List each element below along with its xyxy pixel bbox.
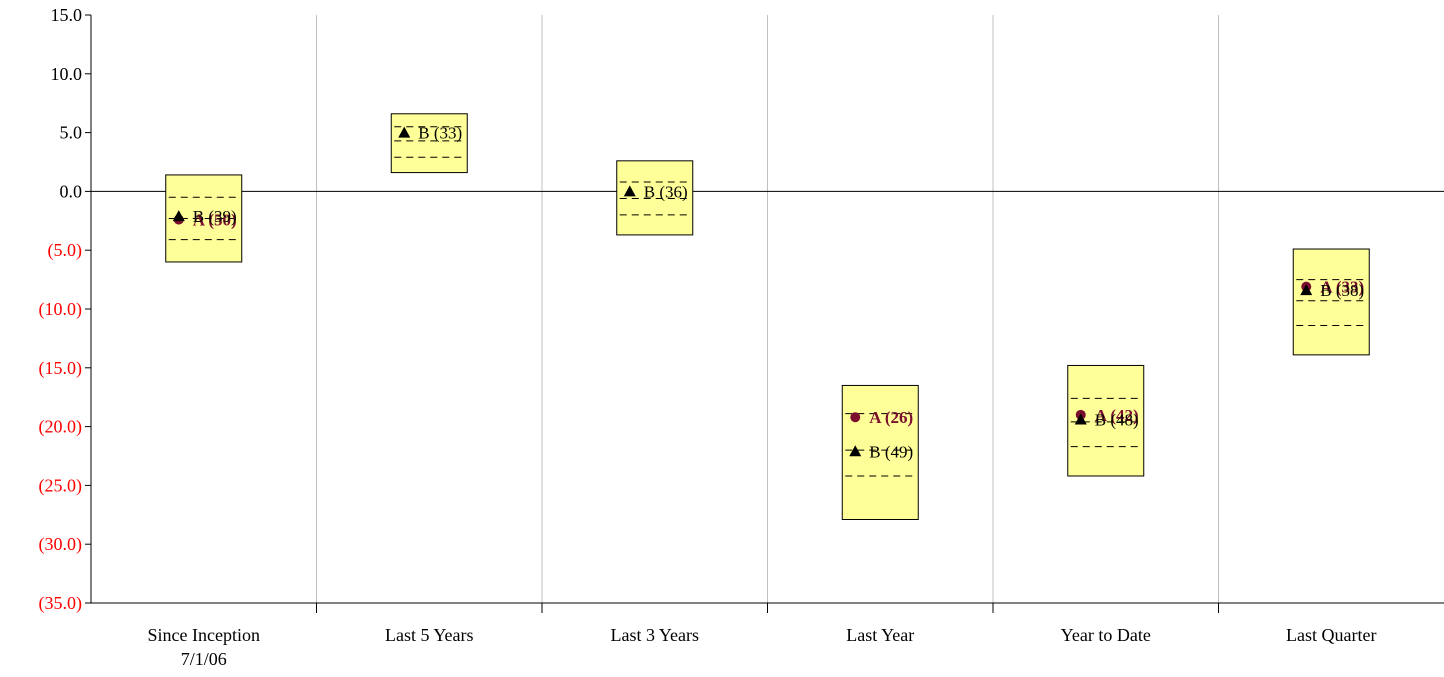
marker-point-b [1300, 284, 1313, 296]
marker-label-a: A (42) [1095, 406, 1139, 425]
marker-label-a: A (26) [869, 408, 913, 427]
category-label: Since Inception [148, 625, 260, 645]
y-tick-label: (35.0) [39, 593, 83, 614]
y-tick-label: (5.0) [48, 240, 83, 261]
marker-point-b [849, 445, 862, 457]
marker-label-b: B (39) [193, 207, 237, 226]
category-label: Last Year [846, 625, 914, 645]
marker-point-a [850, 412, 861, 423]
range-box [1292, 248, 1370, 356]
marker-point-b [398, 126, 411, 138]
category-label: Last 5 Years [385, 625, 474, 645]
range-box [616, 160, 694, 236]
marker-label-b: B (36) [644, 182, 688, 201]
marker-point-b [623, 185, 636, 197]
y-tick-label: (25.0) [39, 475, 83, 496]
y-tick-label: (30.0) [39, 534, 83, 555]
marker-label-b: B (48) [1095, 411, 1139, 430]
y-tick-label: (10.0) [39, 299, 83, 320]
category-label: 7/1/06 [181, 649, 227, 669]
y-tick-label: 15.0 [51, 5, 83, 25]
category-label: Last Quarter [1286, 625, 1376, 645]
marker-point-b [172, 210, 185, 222]
marker-label-b: B (38) [1320, 281, 1364, 300]
marker-label-b: B (33) [418, 124, 462, 143]
marker-label-a: A (50) [193, 211, 237, 230]
marker-point-b [1074, 413, 1087, 425]
y-tick-label: 0.0 [60, 181, 83, 201]
y-tick-label: (15.0) [39, 358, 83, 379]
category-label: Year to Date [1061, 625, 1151, 645]
marker-label-a: A (33) [1320, 278, 1364, 297]
marker-label-b: B (49) [869, 442, 913, 461]
category-label: Last 3 Years [611, 625, 700, 645]
range-box [390, 113, 468, 174]
y-tick-label: 10.0 [51, 64, 83, 84]
y-tick-label: 5.0 [60, 123, 83, 143]
y-tick-label: (20.0) [39, 417, 83, 438]
